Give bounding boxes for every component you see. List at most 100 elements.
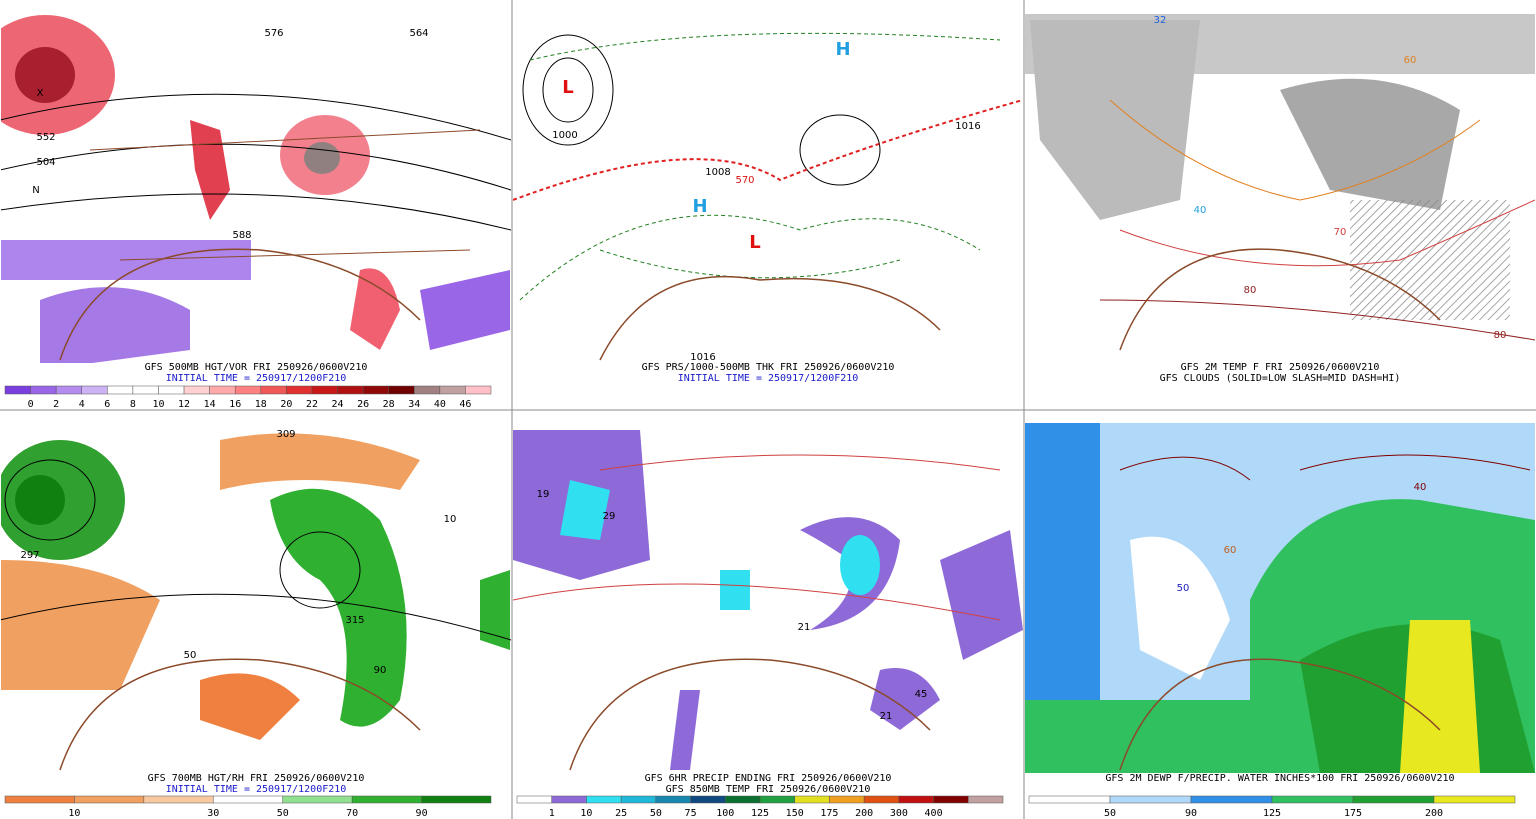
map-label: 60: [1404, 55, 1417, 66]
map-label: 80: [1494, 330, 1507, 341]
caption: GFS 2M TEMP F FRI 250926/0600V210: [1181, 362, 1380, 373]
colorbar-swatch: [351, 795, 422, 804]
colorbar-label: 34: [408, 399, 420, 410]
colorbar-swatch: [439, 385, 466, 395]
map-label: 1016: [690, 352, 715, 363]
map-label: 50: [1177, 583, 1190, 594]
colorbar-swatch: [183, 385, 210, 395]
map-label: 1016: [955, 121, 980, 132]
colorbar-swatch: [388, 385, 415, 395]
colorbar-label: 200: [1425, 808, 1443, 819]
map-label: 552: [36, 132, 55, 143]
map-rh: [1, 433, 511, 771]
colorbar-label: 10: [68, 808, 80, 819]
map-label: H: [692, 196, 707, 217]
colorbar-label: 75: [685, 808, 697, 819]
map-label: N: [32, 185, 39, 196]
caption: GFS 500MB HGT/VOR FRI 250926/0600V210: [145, 362, 368, 373]
map-label: 21: [798, 622, 811, 633]
map-vorticity: [1, 15, 511, 363]
colorbar-label: 20: [280, 399, 292, 410]
colorbar-swatch: [655, 795, 691, 804]
colorbar-swatch: [516, 795, 552, 804]
map-label: 1000: [552, 130, 577, 141]
colorbar-swatch: [551, 795, 587, 804]
caption: INITIAL TIME = 250917/1200F210: [166, 784, 347, 795]
colorbar-swatch: [213, 795, 283, 804]
colorbar-swatch: [337, 385, 364, 395]
overlay: 576 564 552 504 588 N X GFS 500MB HGT/VOR FRI 2…: [4, 15, 1516, 819]
colorbar-label: 50: [650, 808, 662, 819]
colorbar-label: 70: [346, 808, 358, 819]
colorbar-swatch: [794, 795, 830, 804]
colorbar-swatch: [362, 385, 389, 395]
colorbar-label: 1: [549, 808, 555, 819]
colorbar-swatch: [465, 385, 492, 395]
map-temperature: [1025, 14, 1535, 351]
colorbar-label: 8: [130, 399, 136, 410]
map-label: 309: [276, 429, 295, 440]
colorbar-label: 2: [53, 399, 59, 410]
colorbar-swatch: [1109, 795, 1192, 804]
colorbar-label: 400: [925, 808, 943, 819]
colorbar-label: 30: [207, 808, 219, 819]
colorbar-label: 18: [255, 399, 267, 410]
colorbar-swatch: [234, 385, 262, 395]
colorbar-label: 12: [178, 399, 190, 410]
map-label: 60: [1224, 545, 1237, 556]
map-label: 564: [409, 28, 428, 39]
colorbar-swatch: [725, 795, 761, 804]
map-label: 90: [374, 665, 387, 676]
colorbar-label: 28: [383, 399, 395, 410]
map-label: 21: [880, 711, 893, 722]
colorbar-swatch: [1352, 795, 1435, 804]
colorbar-label: 90: [416, 808, 428, 819]
map-label: 1008: [705, 167, 730, 178]
map-label: 45: [915, 689, 928, 700]
caption: GFS CLOUDS (SOLID=LOW SLASH=MID DASH=HI): [1160, 373, 1401, 384]
map-label: 19: [537, 489, 550, 500]
colorbar-swatch: [143, 795, 214, 804]
colorbar-label: 150: [786, 808, 804, 819]
caption: GFS 6HR PRECIP ENDING FRI 250926/0600V21…: [645, 773, 892, 784]
colorbar-label: 100: [716, 808, 734, 819]
colorbar-swatch: [4, 385, 31, 395]
colorbar-label: 46: [459, 399, 471, 410]
colorbar-swatch: [898, 795, 934, 804]
colorbar-swatch: [260, 385, 287, 395]
map-label: 570: [735, 175, 754, 186]
colorbar-swatch: [414, 385, 441, 395]
colorbar-swatch: [690, 795, 726, 804]
map-label: 504: [36, 157, 55, 168]
colorbar-swatch: [863, 795, 900, 804]
map-label: L: [749, 232, 760, 253]
map-pressure: [513, 32, 1023, 361]
colorbar-swatch: [132, 385, 159, 395]
map-label: 588: [232, 230, 251, 241]
map-label: 50: [184, 650, 197, 661]
colorbar-swatch: [74, 795, 145, 804]
colorbar-label: 50: [1104, 808, 1116, 819]
colorbar-swatch: [107, 385, 134, 395]
colorbar-label: 50: [277, 808, 289, 819]
colorbar-swatch: [311, 385, 338, 395]
colorbar-swatch: [1190, 795, 1273, 804]
map-label: 576: [264, 28, 283, 39]
caption: INITIAL TIME = 250917/1200F210: [678, 373, 859, 384]
colorbar-label: 200: [855, 808, 873, 819]
map-label: 29: [603, 511, 616, 522]
map-label: 40: [1194, 205, 1207, 216]
colorbar-swatch: [282, 795, 353, 804]
colorbar-label: 90: [1185, 808, 1197, 819]
colorbar-swatch: [209, 385, 236, 395]
map-label: X: [37, 88, 44, 99]
colorbar-label: 300: [890, 808, 908, 819]
caption: GFS PRS/1000-500MB THK FRI 250926/0600V2…: [642, 362, 895, 373]
colorbar-swatch: [286, 385, 313, 395]
colorbar-swatch: [55, 385, 82, 395]
colorbar-swatch: [421, 795, 492, 804]
colorbar-label: 175: [1344, 808, 1362, 819]
colorbar-label: 22: [306, 399, 318, 410]
colorbar-swatch: [620, 795, 657, 804]
